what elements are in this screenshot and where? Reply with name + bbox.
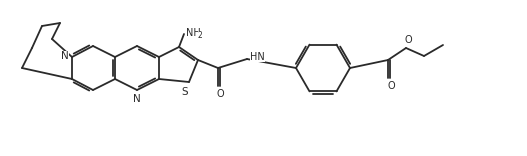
- Text: N: N: [61, 51, 69, 61]
- Text: HN: HN: [250, 52, 265, 62]
- Text: N: N: [133, 94, 141, 104]
- Text: O: O: [387, 81, 395, 91]
- Text: O: O: [216, 89, 224, 99]
- Text: NH: NH: [186, 28, 201, 38]
- Text: S: S: [182, 87, 188, 97]
- Text: 2: 2: [198, 31, 203, 39]
- Text: O: O: [404, 35, 412, 45]
